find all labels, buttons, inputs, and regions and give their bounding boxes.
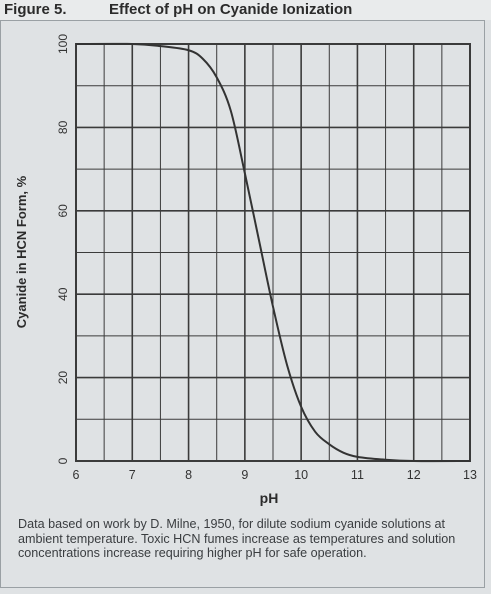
hcn-curve [75,42,471,463]
y-axis-label: Cyanide in HCN Form, % [14,175,29,328]
y-tick-label: 40 [56,287,70,301]
figure-caption: Data based on work by D. Milne, 1950, fo… [18,517,456,560]
x-tick-label: 8 [185,468,192,482]
y-tick-label: 100 [56,34,70,54]
x-tick-label: 11 [351,468,364,482]
y-tick-label: 80 [56,120,70,134]
x-axis-label: pH [260,490,279,506]
y-tick-label: 0 [56,457,70,464]
x-tick-label: 6 [73,468,80,482]
x-tick-label: 9 [241,468,248,482]
y-tick-label: 60 [56,204,70,218]
plot-border [75,43,471,462]
x-tick-label: 12 [407,468,421,482]
figure-frame [0,20,485,588]
figure-header: Figure 5. Effect of pH on Cyanide Ioniza… [0,0,491,20]
x-tick-label: 13 [463,468,477,482]
y-tick-label: 20 [56,371,70,385]
x-tick-label: 10 [294,468,308,482]
figure-label: Figure 5. [4,1,67,18]
x-tick-label: 7 [129,468,136,482]
figure-title: Effect of pH on Cyanide Ionization [109,1,353,18]
